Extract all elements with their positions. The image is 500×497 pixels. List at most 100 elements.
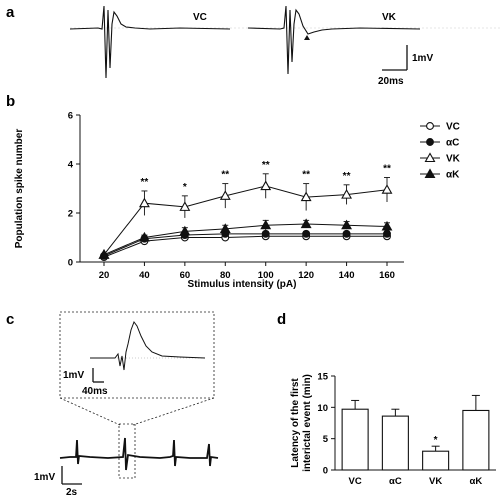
significance-star: ** [221, 170, 229, 181]
x-tick-label: 120 [298, 270, 314, 281]
x-axis-title: Stimulus intensity (pA) [188, 279, 297, 290]
significance-star: * [434, 435, 438, 446]
x-tick-label: VK [429, 476, 442, 487]
x-tick-label: 140 [339, 270, 355, 281]
data-point [179, 201, 191, 211]
trace-vk [247, 5, 421, 75]
bar [341, 408, 369, 471]
inset-trace [90, 320, 206, 371]
bar [422, 450, 450, 471]
panel-letter-b: b [6, 93, 15, 110]
data-point [219, 190, 231, 200]
bar [462, 409, 490, 471]
y-axis-title: Latency of the firstinterictal event (mi… [290, 374, 313, 472]
series-αK [98, 218, 393, 259]
panel-c: 1mV 40ms 1mV 2s [34, 311, 219, 497]
y-tick-label: 4 [68, 160, 74, 171]
panel-letter-a: a [6, 4, 15, 21]
data-point [138, 197, 150, 208]
data-point [219, 223, 231, 233]
zoom-region-box [118, 423, 136, 479]
data-point [381, 220, 393, 231]
significance-star: ** [343, 171, 351, 182]
x-tick-label: αK [470, 476, 483, 487]
legend-marker [426, 138, 434, 146]
significance-star: ** [141, 177, 149, 188]
data-point [261, 229, 270, 238]
data-point [383, 229, 391, 238]
significance-star: ** [302, 170, 310, 181]
bar [381, 415, 409, 471]
scale-label-ms: 20ms [378, 76, 404, 87]
legend-marker [424, 152, 436, 163]
legend-label: αC [446, 138, 459, 149]
x-tick-label: 80 [220, 270, 231, 281]
x-tick-label: 20 [99, 270, 110, 281]
y-axis-title-line: Latency of the first [290, 378, 301, 468]
legend-label: VK [446, 154, 461, 165]
series-VK [98, 173, 393, 259]
legend-item: VC [420, 122, 460, 133]
zoom-line-left [59, 397, 121, 426]
scale-label-s: 2s [66, 487, 78, 497]
zoom-line-right [132, 397, 215, 426]
x-tick-label: 160 [379, 270, 395, 281]
arrowhead-marker [304, 35, 310, 40]
y-tick-label: 6 [68, 111, 73, 122]
legend-label: αK [446, 170, 460, 181]
x-tick-label: VC [349, 476, 362, 487]
trace-vc [69, 5, 231, 79]
chart-d: 0 5 10 15 Latency of the firstinterictal eve… [290, 372, 496, 487]
series-line [103, 223, 388, 256]
data-point [381, 184, 393, 194]
legend-item: αK [420, 168, 460, 181]
data-point [260, 219, 272, 230]
data-point [341, 189, 353, 199]
data-point [300, 218, 312, 229]
inset-scale-ms: 40ms [82, 386, 108, 397]
legend-marker [424, 168, 436, 179]
y-tick-label: 0 [68, 258, 73, 269]
scale-label-mv-c: 1mV [34, 472, 55, 483]
legend-item: VK [420, 152, 461, 165]
data-point [341, 219, 353, 230]
trace-label-vc: VC [193, 12, 207, 23]
chart-b: 0 2 4 6 20 40 60 80 100 120 140 160 Stimulus intensi… [14, 111, 461, 291]
series-line [103, 185, 388, 255]
y-tick-label: 10 [317, 403, 328, 414]
x-tick-label: 100 [258, 270, 274, 281]
scale-label-mv: 1mV [412, 53, 433, 64]
inset-scale-mv: 1mV [63, 370, 84, 381]
significance-star: * [183, 182, 187, 193]
y-tick-label: 5 [323, 434, 329, 445]
legend-label: VC [446, 122, 460, 133]
trace-label-vk: VK [382, 12, 397, 23]
y-tick-label: 15 [317, 372, 328, 383]
data-point [342, 229, 351, 238]
significance-star: ** [262, 160, 270, 171]
x-tick-label: 40 [139, 270, 150, 281]
data-point [138, 231, 150, 242]
data-point [260, 180, 272, 191]
legend-marker [426, 122, 434, 130]
long-trace [59, 437, 219, 471]
y-tick-label: 2 [68, 209, 73, 220]
panel-a: VC VK 1mV 20ms [69, 5, 500, 87]
data-point [179, 225, 191, 236]
series-line [103, 235, 387, 258]
y-axis-title-line: interictal event (min) [302, 374, 313, 472]
data-point [98, 249, 110, 259]
panel-letter-c: c [6, 311, 14, 328]
legend-item: αC [420, 138, 459, 149]
data-point [302, 229, 311, 238]
y-axis-title: Population spike number [14, 129, 25, 249]
inset-box [59, 311, 215, 399]
series-line [103, 233, 387, 257]
x-tick-label: αC [389, 476, 402, 487]
data-point [300, 191, 312, 202]
panel-letter-d: d [277, 311, 286, 328]
y-tick-label: 0 [323, 466, 328, 477]
x-tick-label: 60 [180, 270, 191, 281]
significance-star: ** [383, 163, 391, 174]
